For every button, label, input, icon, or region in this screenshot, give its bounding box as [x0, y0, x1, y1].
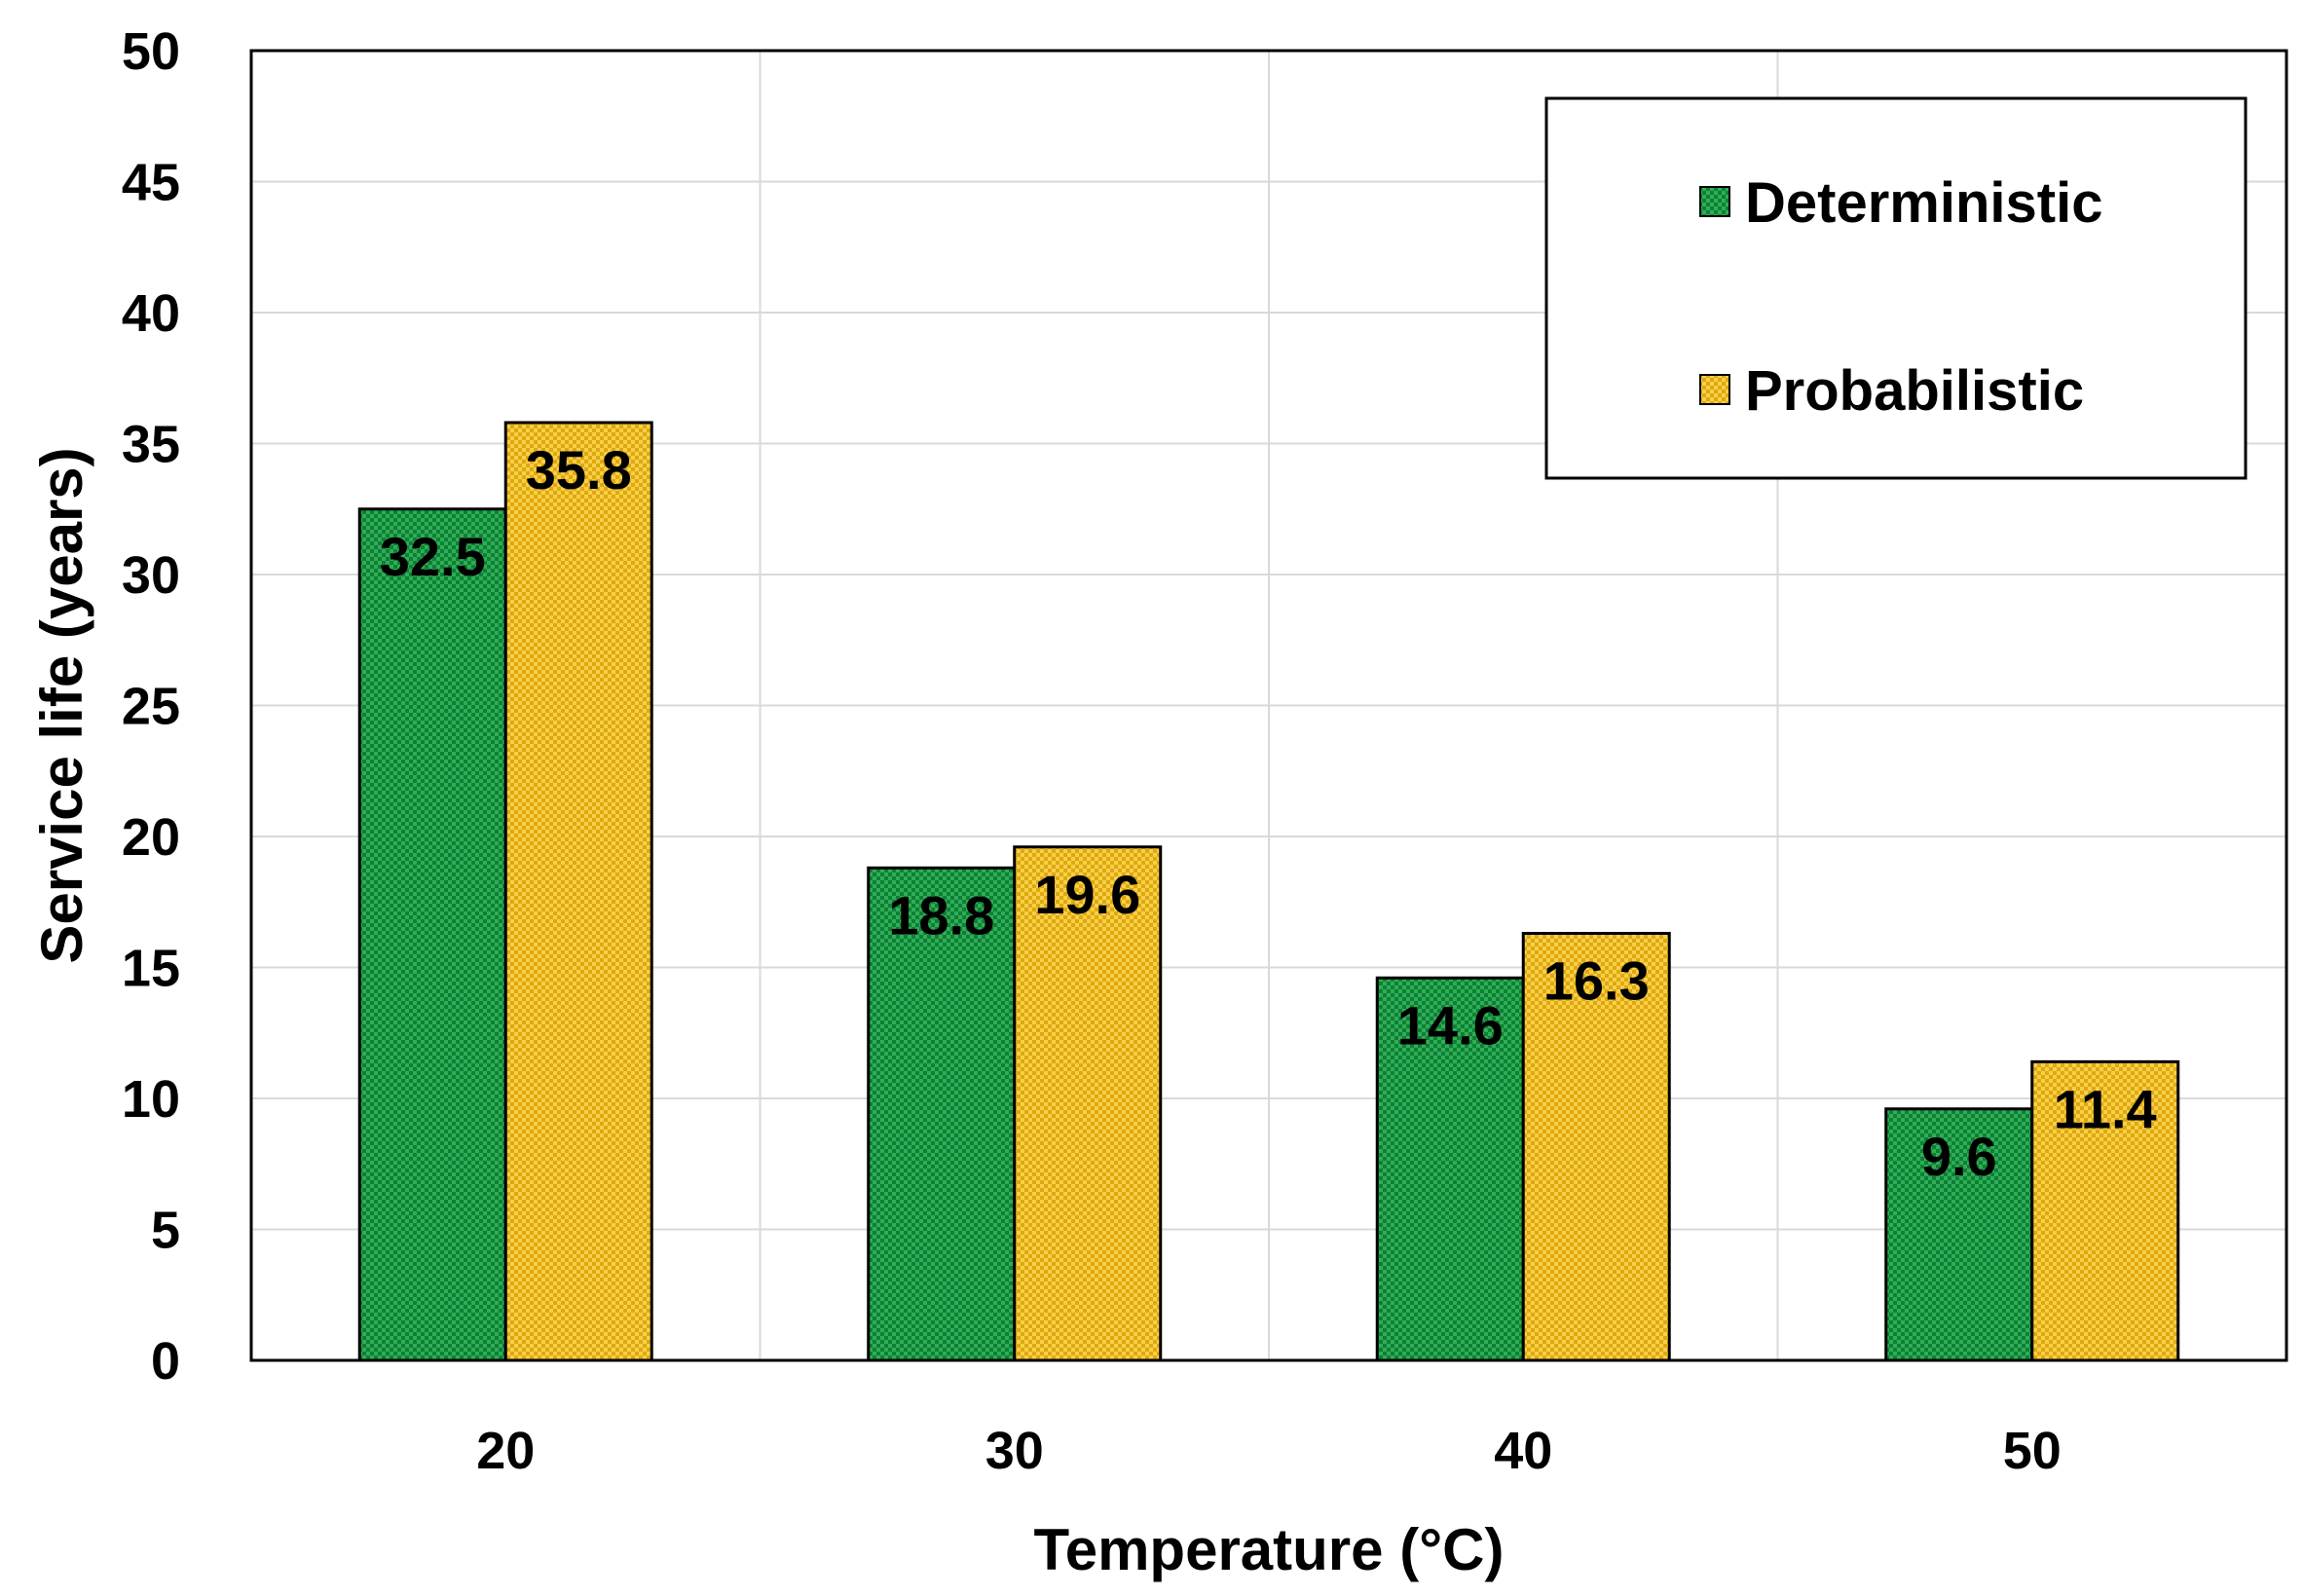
bar-deterministic-30	[867, 866, 1017, 1362]
bar-probabilistic-40	[1521, 932, 1671, 1362]
data-labels: 32.5 35.8 18.8 19.6 14.6 16.3 9.6 11.4	[380, 439, 2157, 1187]
y-tick-label: 10	[122, 1070, 180, 1129]
bar-probabilistic-20	[503, 421, 653, 1362]
legend-label-deterministic: Deterministic	[1745, 171, 2102, 235]
bar-deterministic-40	[1375, 976, 1525, 1362]
x-tick-label: 40	[1494, 1422, 1552, 1480]
legend-swatch-probabilistic	[1699, 374, 1730, 405]
legend-box	[1544, 96, 2248, 480]
y-tick-label: 5	[151, 1202, 180, 1260]
data-label-deterministic-50: 9.6	[1921, 1126, 1997, 1187]
y-axis-ticks: 0 5 10 15 20 25 30 35 40 45 50	[122, 22, 180, 1391]
legend-swatch-deterministic	[1699, 186, 1730, 217]
x-axis-ticks: 20 30 40 50	[476, 1422, 2062, 1480]
bar-probabilistic-30	[1013, 845, 1163, 1362]
y-tick-label: 45	[122, 154, 180, 212]
bar-probabilistic-50	[2030, 1059, 2180, 1362]
data-label-deterministic-20: 32.5	[380, 526, 486, 587]
bars	[357, 421, 2180, 1362]
data-label-probabilistic-30: 19.6	[1034, 864, 1140, 925]
x-tick-label: 50	[2003, 1422, 2062, 1480]
plot-area-frame	[249, 49, 2288, 1362]
y-tick-label: 30	[122, 546, 180, 605]
data-label-probabilistic-20: 35.8	[526, 439, 632, 501]
y-tick-label: 50	[122, 22, 180, 81]
data-label-probabilistic-40: 16.3	[1543, 950, 1650, 1012]
y-tick-label: 0	[151, 1332, 180, 1391]
legend-label-probabilistic: Probabilistic	[1745, 359, 2084, 423]
bar-deterministic-50	[1884, 1107, 2034, 1362]
y-tick-label: 40	[122, 284, 180, 343]
y-axis-title: Service life (years)	[29, 447, 94, 963]
data-label-probabilistic-50: 11.4	[2054, 1078, 2157, 1139]
y-tick-label: 20	[122, 808, 180, 867]
data-label-deterministic-40: 14.6	[1397, 994, 1504, 1056]
bar-deterministic-20	[357, 507, 507, 1362]
y-tick-label: 25	[122, 678, 180, 736]
x-tick-label: 20	[476, 1422, 535, 1480]
x-axis-title: Temperature (°C)	[1034, 1517, 1505, 1582]
data-label-deterministic-30: 18.8	[888, 884, 994, 946]
x-tick-label: 30	[985, 1422, 1044, 1480]
y-tick-label: 35	[122, 416, 180, 474]
y-tick-label: 15	[122, 940, 180, 998]
legend: Deterministic Probabilistic	[1544, 96, 2248, 480]
